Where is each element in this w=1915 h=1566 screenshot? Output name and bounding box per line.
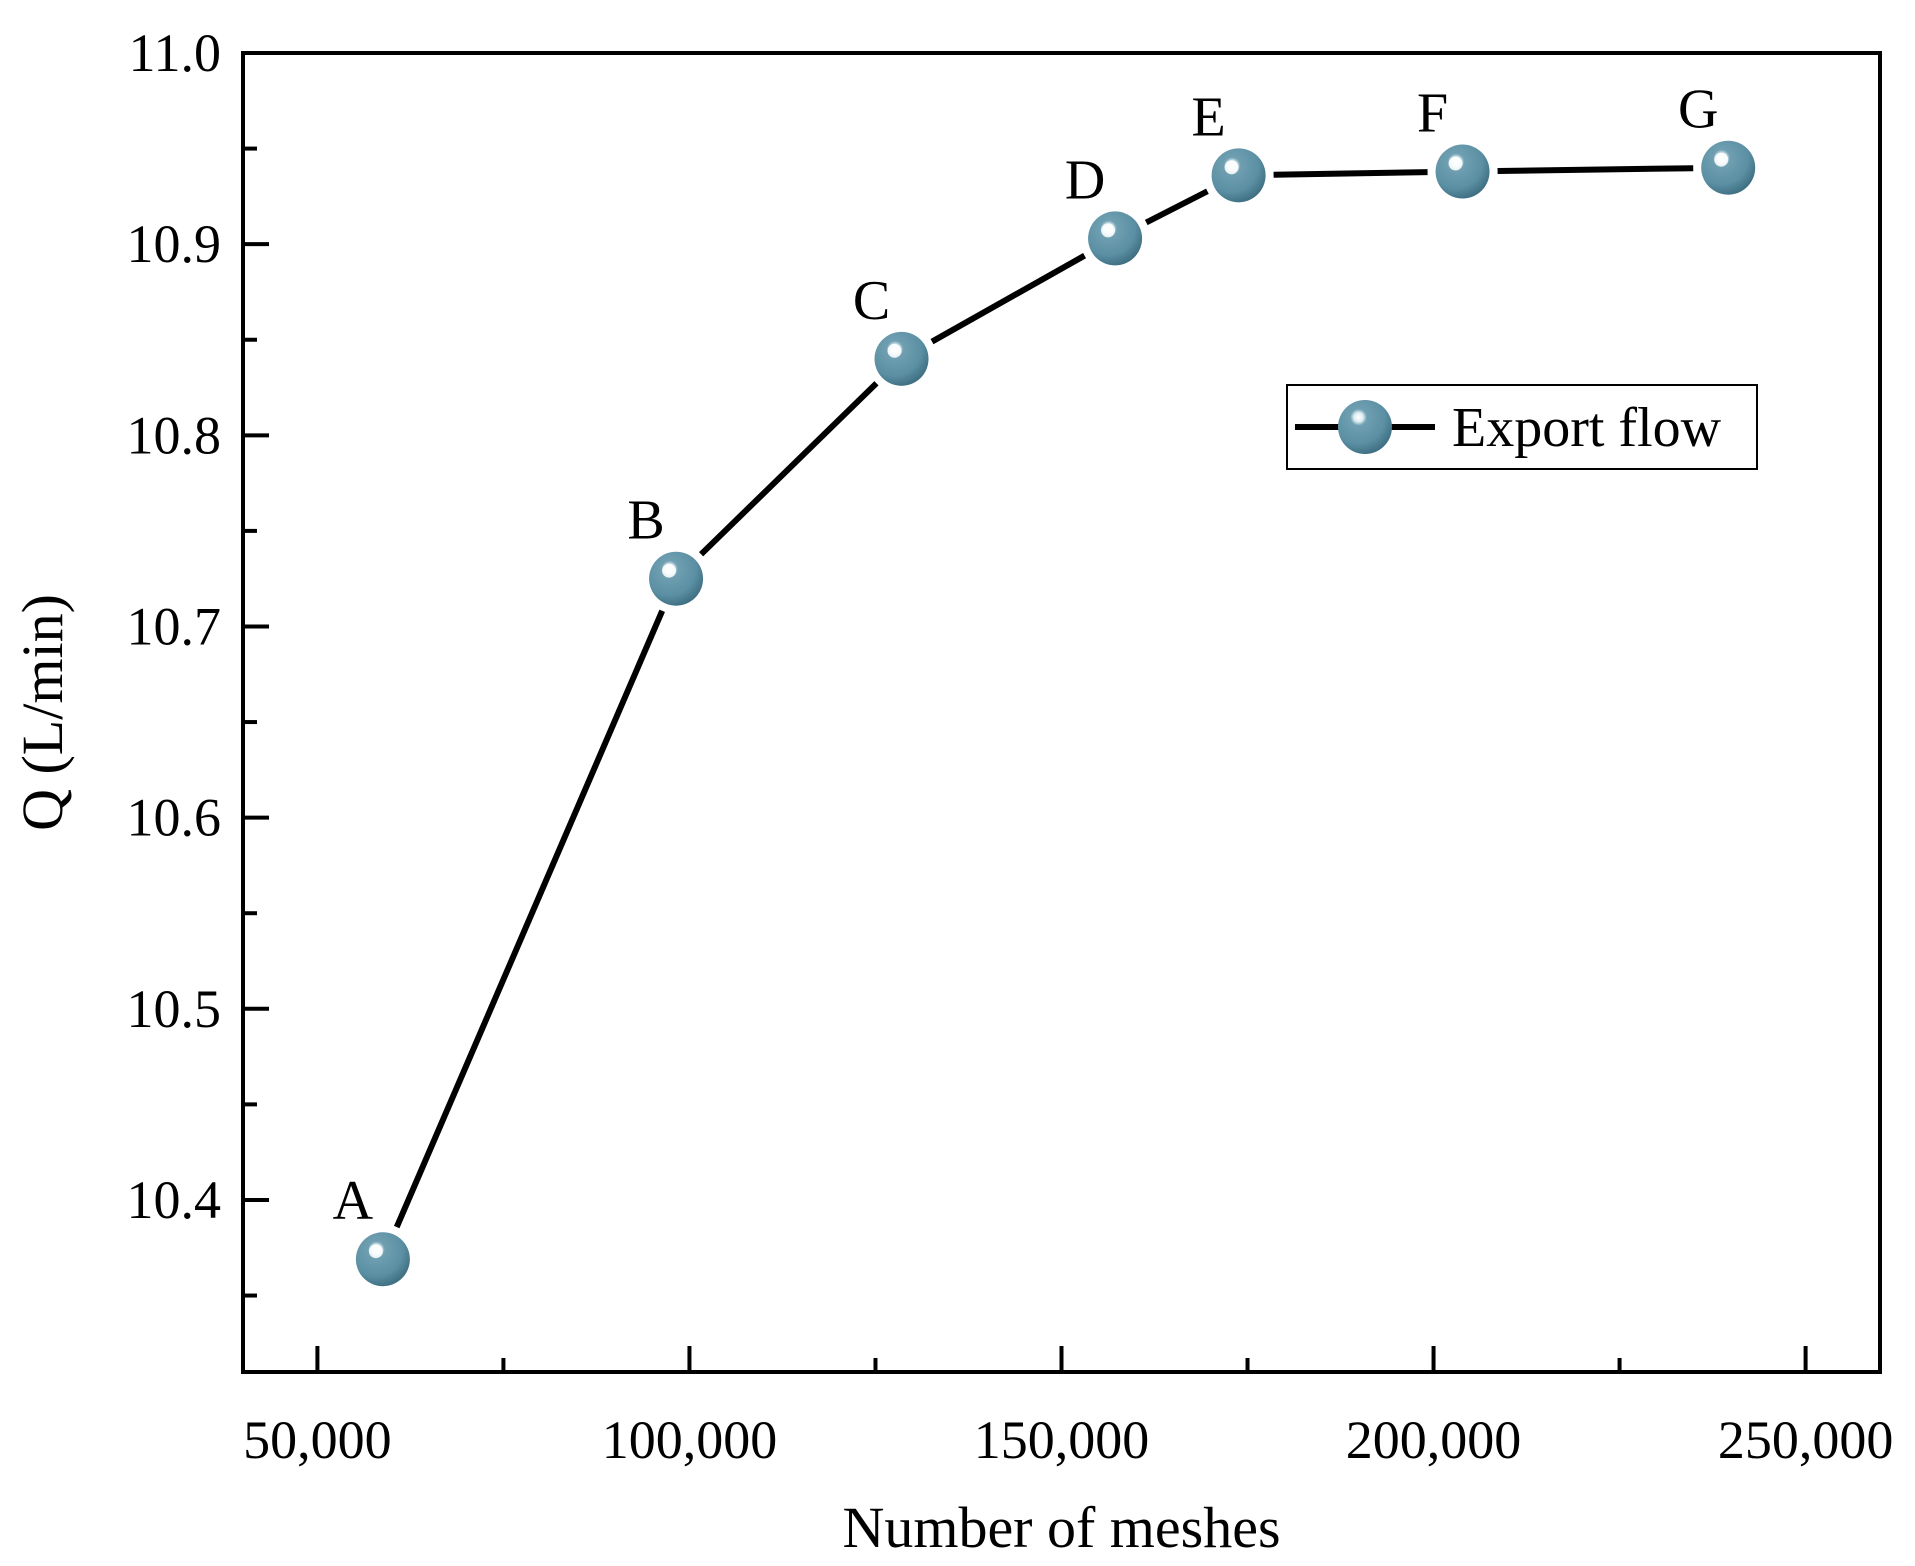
plot-frame	[241, 51, 1882, 1374]
data-point-g	[1701, 140, 1756, 195]
data-point-a	[355, 1232, 410, 1287]
point-label-e: E	[1191, 86, 1225, 148]
point-label-d: D	[1065, 149, 1105, 211]
y-tick-label: 10.9	[127, 214, 222, 274]
data-point-b	[649, 551, 704, 606]
x-tick-label: 150,000	[974, 1410, 1150, 1470]
point-label-f: F	[1417, 83, 1448, 145]
line-segment	[393, 609, 665, 1229]
y-tick-label: 11.0	[129, 23, 222, 83]
point-label-b: B	[627, 490, 664, 552]
line-segment	[1497, 165, 1694, 175]
y-tick-label: 10.7	[127, 596, 222, 656]
series-line-export-flow	[393, 165, 1694, 1229]
y-tick-label: 10.4	[127, 1170, 222, 1230]
data-point-highlight	[1714, 152, 1729, 167]
x-tick-label: 50,000	[243, 1410, 392, 1470]
data-point-highlight	[1101, 223, 1116, 238]
y-tick-label: 10.6	[127, 788, 222, 848]
x-tick-label: 200,000	[1346, 1410, 1522, 1470]
line-segment	[699, 381, 879, 557]
point-label-c: C	[853, 270, 890, 332]
x-tick-label: 250,000	[1718, 1410, 1894, 1470]
data-point-c	[874, 331, 929, 386]
x-axis-title: Number of meshes	[842, 1495, 1280, 1560]
point-label-a: A	[333, 1170, 374, 1232]
x-tick-label: 100,000	[602, 1410, 778, 1470]
y-axis: 10.4 10.5 10.6 10.7 10.8 10.9 11.0	[127, 23, 269, 1298]
legend: Export flow	[1286, 384, 1758, 470]
plot-area-border	[241, 51, 1882, 1374]
y-tick-label: 10.5	[127, 979, 222, 1039]
line-segment	[1273, 169, 1428, 178]
data-point-d	[1088, 211, 1143, 266]
legend-marker	[1338, 400, 1392, 454]
data-point-highlight	[1224, 160, 1239, 175]
series-markers: A B C D E F G	[333, 79, 1756, 1287]
line-segment	[930, 253, 1087, 345]
y-axis-title: Q (L/min)	[10, 594, 75, 831]
data-point-f	[1435, 144, 1490, 199]
data-point-highlight	[662, 563, 677, 578]
data-point-e	[1211, 148, 1266, 203]
y-tick-label: 10.8	[127, 405, 222, 465]
line-segment	[1144, 188, 1209, 226]
legend-entry-export-flow: Export flow	[1452, 397, 1722, 459]
point-label-g: G	[1678, 79, 1718, 141]
data-point-highlight	[887, 343, 902, 358]
data-point-highlight	[368, 1244, 383, 1259]
data-point-highlight	[1448, 156, 1463, 171]
x-axis: 50,000 100,000 150,000 200,000 250,000	[243, 1346, 1893, 1470]
